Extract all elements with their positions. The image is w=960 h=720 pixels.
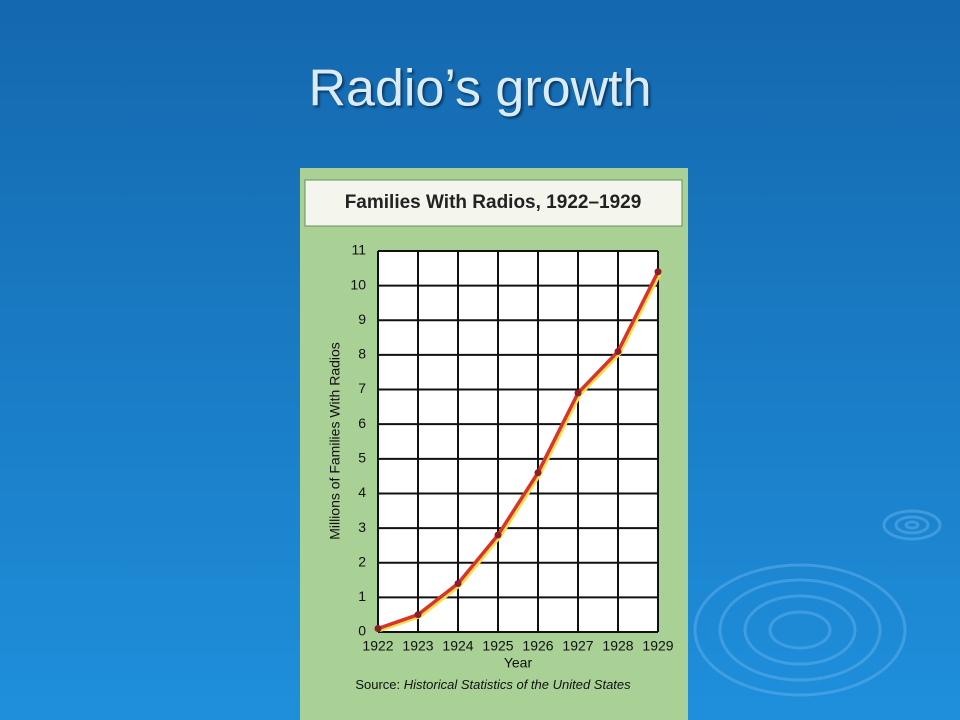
y-tick-label: 5 [358,450,366,466]
x-axis-label: Year [504,655,533,671]
y-tick-label: 3 [358,519,366,535]
x-tick-label: 1924 [442,638,473,654]
point [574,389,582,397]
source-title: Historical Statistics of the United Stat… [404,677,631,692]
line [377,270,660,631]
x-tick-label: 1923 [402,638,433,654]
point [494,531,502,539]
x-tick-label: 1928 [602,638,633,654]
point [374,625,382,633]
x-tick-label: 1925 [482,638,513,654]
plot-area [378,251,658,632]
y-tick-label: 1 [358,588,366,604]
y-tick-label: 4 [358,484,366,500]
slide-title: Radio’s growth [308,60,651,118]
line-highlight [379,273,662,632]
ripples [693,509,942,697]
point [534,469,542,477]
x-tick-label: 1926 [522,638,553,654]
x-tick-label: 1929 [642,638,673,654]
point [654,268,662,276]
y-tick-label: 0 [358,623,366,639]
point [454,580,462,588]
x-tick-label: 1927 [562,638,593,654]
y-tick-label: 2 [358,553,366,569]
y-tick-label: 11 [351,242,366,258]
source-prefix: Source: [355,677,400,692]
point [414,611,422,619]
x-tick-label: 1922 [362,638,393,654]
y-tick-label: 8 [358,346,366,362]
chart-title: Families With Radios, 1922–1929 [345,192,642,213]
y-axis-label: Millions of Families With Radios [327,342,343,540]
source: Source: Historical Statistics of the Uni… [355,677,631,692]
y-tick-label: 7 [358,380,366,396]
chart-title-box [304,179,683,227]
y-tick-label: 9 [358,311,366,327]
y-tick-label: 10 [350,276,366,292]
y-tick-label: 6 [358,415,366,431]
point [614,347,622,355]
